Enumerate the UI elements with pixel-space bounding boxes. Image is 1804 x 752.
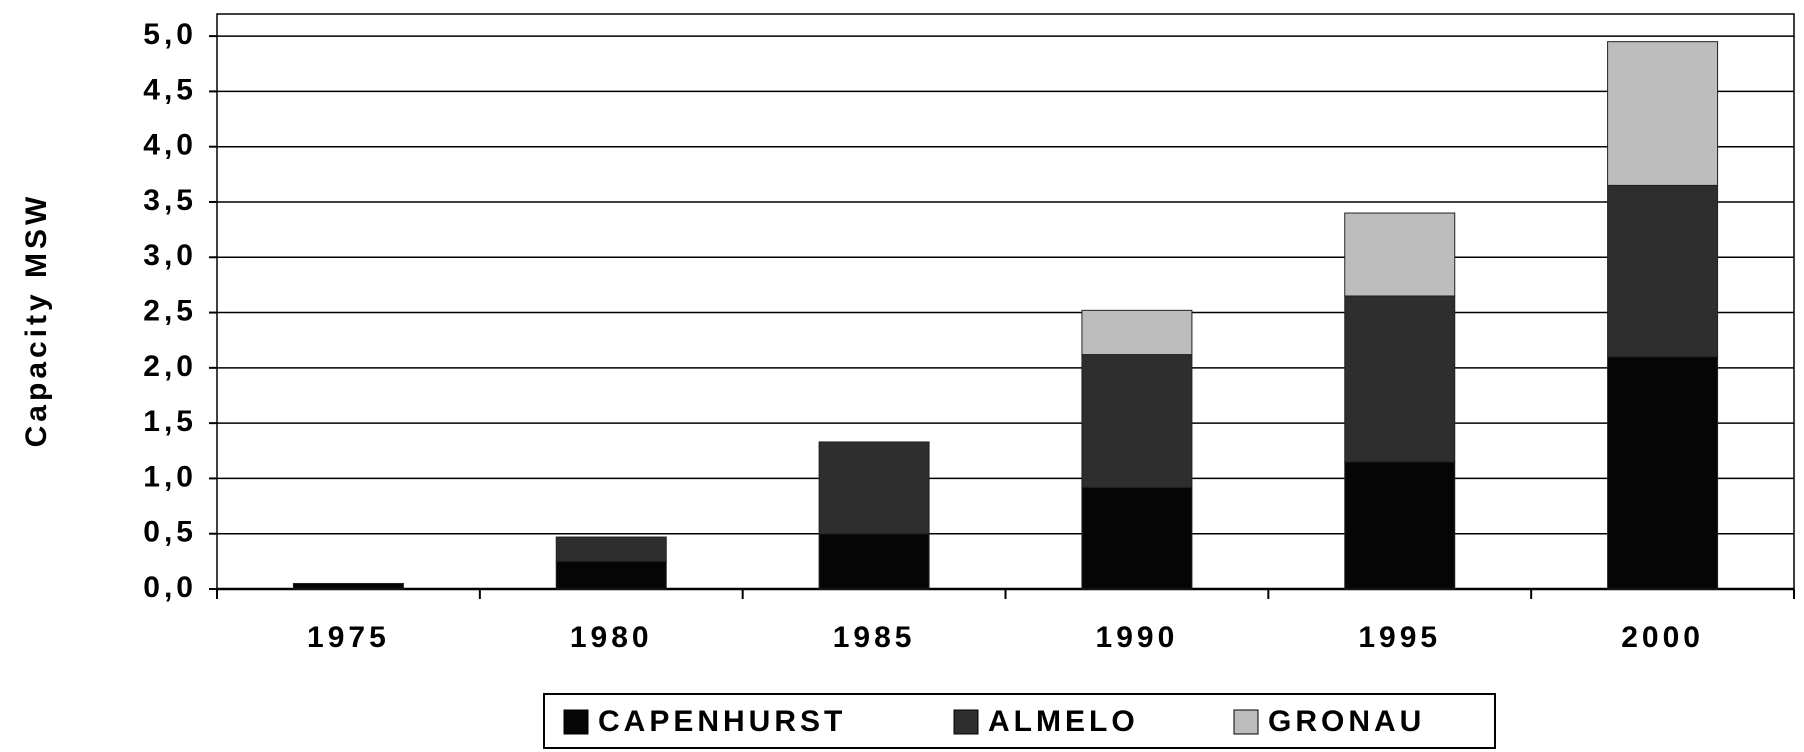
y-tick-label: 0,5: [143, 516, 197, 549]
legend-swatch: [563, 709, 589, 735]
bar-segment: [555, 536, 667, 562]
bar-segment: [1607, 356, 1719, 590]
bar-segment: [1081, 309, 1193, 356]
bar-segment: [1607, 184, 1719, 358]
y-tick-label: 1,5: [143, 405, 197, 438]
y-tick-label: 4,5: [143, 73, 197, 106]
plot-area: [216, 13, 1795, 590]
x-tick-label: 1995: [1358, 621, 1441, 654]
legend-label: ALMELO: [988, 705, 1139, 738]
y-tick-label: 1,0: [143, 460, 197, 493]
legend-swatch: [953, 709, 979, 735]
legend-label: CAPENHURST: [598, 705, 846, 738]
bar-segment: [818, 533, 930, 590]
bar-segment: [555, 560, 667, 590]
x-tick-label: 2000: [1621, 621, 1704, 654]
legend-swatch: [1233, 709, 1259, 735]
bar-segment: [292, 582, 404, 590]
bar-segment: [1607, 41, 1719, 186]
x-tick-label: 1985: [833, 621, 916, 654]
y-tick-label: 0,0: [143, 571, 197, 604]
x-tick-label: 1990: [1096, 621, 1179, 654]
y-tick-label: 2,0: [143, 350, 197, 383]
bar-segment: [1344, 295, 1456, 463]
legend-label: GRONAU: [1268, 705, 1425, 738]
y-tick-label: 2,5: [143, 294, 197, 327]
y-tick-label: 5,0: [143, 18, 197, 51]
y-tick-label: 3,5: [143, 184, 197, 217]
bar-segment: [818, 441, 930, 535]
x-tick-label: 1980: [570, 621, 653, 654]
y-tick-label: 4,0: [143, 129, 197, 162]
bar-segment: [1081, 486, 1193, 590]
bar-segment: [1344, 461, 1456, 590]
x-tick-label: 1975: [307, 621, 390, 654]
bar-segment: [1344, 212, 1456, 297]
y-tick-label: 3,0: [143, 239, 197, 272]
legend-box: [543, 693, 1496, 749]
bar-segment: [1081, 354, 1193, 488]
y-axis-label: Capacity MSW: [20, 193, 53, 448]
